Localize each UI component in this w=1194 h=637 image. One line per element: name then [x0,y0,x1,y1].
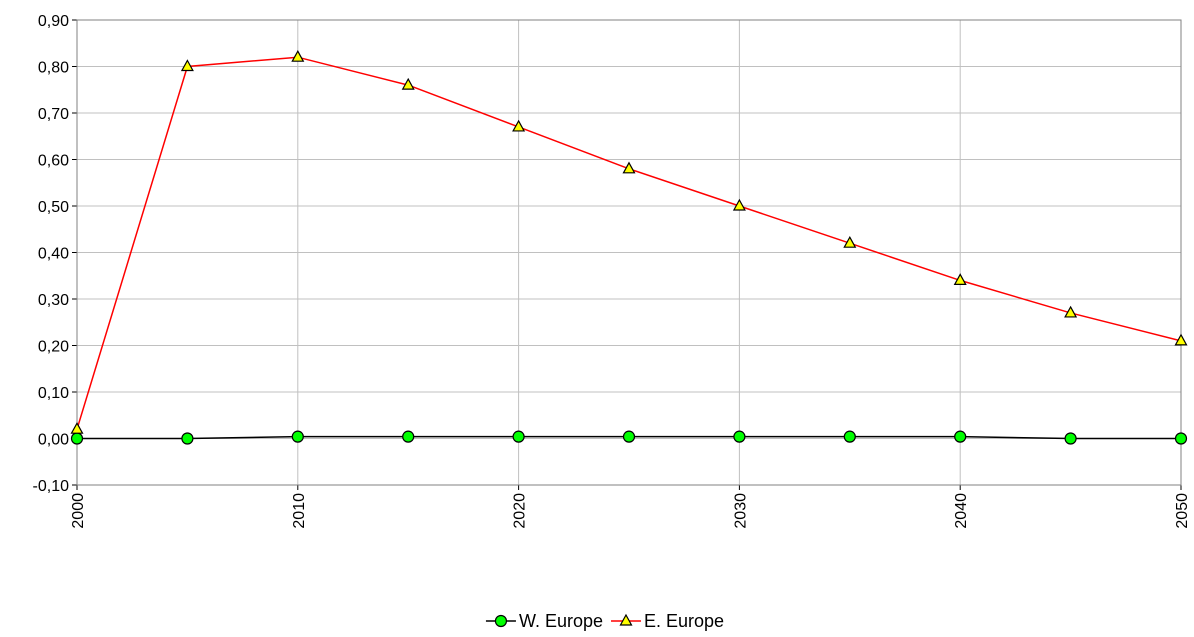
point [1174,333,1188,346]
point [1064,305,1078,318]
point [181,432,194,445]
y-tick-label: 0,20 [38,339,69,356]
point [622,161,636,174]
x-tick-label: 2020 [512,493,529,529]
point [180,59,194,72]
y-tick-label: 0,90 [38,13,69,30]
legend-label: E. Europe [644,611,724,631]
x-tick-label: 2040 [953,493,970,529]
x-tick-label: 2000 [70,493,87,529]
point [843,430,856,443]
legend: W. Europe E. Europe [485,611,724,631]
x-tick-label: 2050 [1174,493,1191,529]
y-tick-label: 0,10 [38,385,69,402]
x-tick-label: 2030 [732,493,749,529]
y-tick-label: -0,10 [33,478,70,495]
legend-label: W. Europe [519,611,603,631]
legend-marker [494,614,508,628]
y-tick-label: 0,80 [38,60,69,77]
y-tick-label: 0,40 [38,246,69,263]
y-tick-label: 0,50 [38,199,69,216]
point [1174,432,1188,445]
point [733,430,746,443]
point [843,235,857,248]
point [732,198,746,211]
point [402,430,415,443]
point [401,77,415,90]
point [622,430,636,443]
point [70,421,84,434]
point [291,430,304,443]
point [70,432,84,445]
point [953,273,967,285]
legend-marker [619,613,633,626]
point [291,49,305,62]
x-tick-label: 2010 [291,493,308,529]
y-tick-label: 0,70 [38,106,69,123]
plot-frame [76,19,1182,486]
point [512,430,525,443]
y-tick-label: 0,60 [38,153,69,170]
point [1064,432,1077,445]
point [512,119,526,132]
y-tick-label: 0,30 [38,292,69,309]
y-tick-label: 0,00 [38,432,69,449]
point [954,430,967,443]
